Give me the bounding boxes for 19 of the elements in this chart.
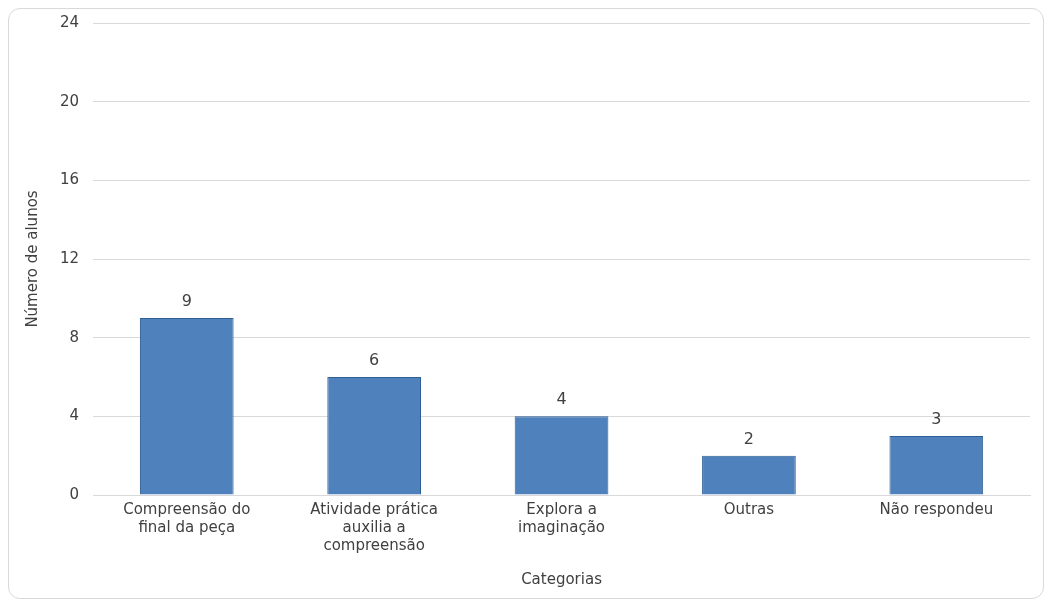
data-label: 4 [556, 389, 567, 409]
x-tick-label: Outras [723, 499, 775, 518]
data-label: 2 [743, 428, 755, 448]
data-label: 3 [931, 409, 942, 429]
x-tick-label: Explora a imaginação [518, 499, 606, 536]
x-axis-title: Categorias [521, 569, 603, 588]
y-tick-label: 0 [69, 484, 80, 503]
y-tick-label: 24 [59, 12, 80, 31]
x-tick-label: Atividade prática auxilia a compreensão [310, 499, 439, 554]
y-tick-label: 8 [69, 327, 80, 346]
x-tick-label: Compreensão do final da peça [123, 499, 251, 536]
data-label: 6 [369, 350, 380, 370]
y-tick-label: 16 [59, 170, 80, 189]
x-tick-label: Não respondeu [879, 499, 994, 518]
y-tick-label: 12 [59, 248, 80, 267]
data-label: 9 [181, 291, 192, 311]
y-axis-title: Número de alunos [22, 190, 41, 328]
y-tick-label: 20 [59, 91, 80, 110]
y-tick-label: 4 [69, 406, 80, 425]
